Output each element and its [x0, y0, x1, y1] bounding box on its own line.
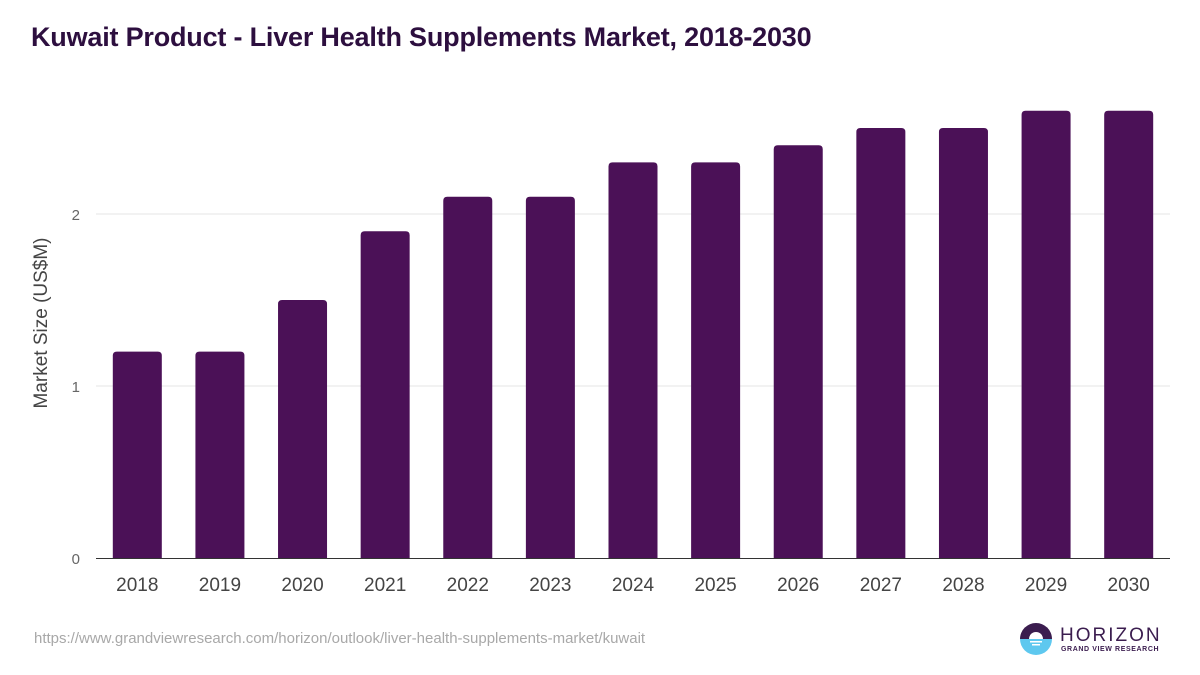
x-tick-label: 2018	[116, 575, 158, 596]
x-tick-label: 2030	[1108, 575, 1150, 596]
x-tick-label: 2019	[199, 575, 241, 596]
bar-2021[interactable]	[360, 231, 410, 558]
x-tick-label: 2022	[447, 575, 489, 596]
bar-2023[interactable]	[525, 196, 575, 559]
bar-2018[interactable]	[112, 351, 162, 558]
y-tick-label: 0	[72, 551, 80, 568]
x-tick-label: 2025	[694, 575, 736, 596]
horizon-logo: HORIZON GRAND VIEW RESEARCH	[1019, 622, 1162, 658]
x-tick-label: 2029	[1025, 575, 1067, 596]
logo-subtitle: GRAND VIEW RESEARCH	[1061, 646, 1160, 653]
bar-2029[interactable]	[1021, 110, 1071, 559]
bar-2025[interactable]	[691, 162, 741, 558]
bars	[112, 110, 1154, 559]
bar-chart: 0 1 2 2018 2019 2020 2021 2022 2023 2024 2025 2026…	[31, 110, 1170, 596]
y-axis-label: Market Size (US$M)	[31, 237, 52, 408]
bar-2030[interactable]	[1104, 110, 1154, 559]
chart-title: Kuwait Product - Liver Health Supplement…	[31, 22, 812, 52]
x-tick-labels: 2018 2019 2020 2021 2022 2023 2024 2025 2026 2027…	[116, 575, 1150, 596]
y-tick-labels: 0 1 2	[72, 207, 80, 568]
x-tick-label: 2028	[942, 575, 984, 596]
horizon-logo-icon	[1020, 623, 1052, 655]
x-tick-label: 2020	[281, 575, 323, 596]
bar-2027[interactable]	[856, 128, 906, 558]
x-tick-label: 2027	[860, 575, 902, 596]
bar-2022[interactable]	[443, 196, 493, 559]
x-tick-label: 2021	[364, 575, 406, 596]
source-url[interactable]: https://www.grandviewresearch.com/horizo…	[34, 630, 646, 647]
bar-2019[interactable]	[195, 351, 245, 558]
x-tick-label: 2023	[529, 575, 571, 596]
bar-2024[interactable]	[608, 162, 658, 558]
y-tick-label: 2	[72, 207, 80, 224]
bar-2020[interactable]	[278, 300, 328, 558]
x-tick-label: 2026	[777, 575, 819, 596]
x-tick-label: 2024	[612, 575, 655, 596]
logo-name: HORIZON	[1060, 625, 1162, 646]
bar-2028[interactable]	[938, 128, 988, 558]
bar-2026[interactable]	[773, 145, 823, 558]
y-tick-label: 1	[72, 379, 80, 396]
